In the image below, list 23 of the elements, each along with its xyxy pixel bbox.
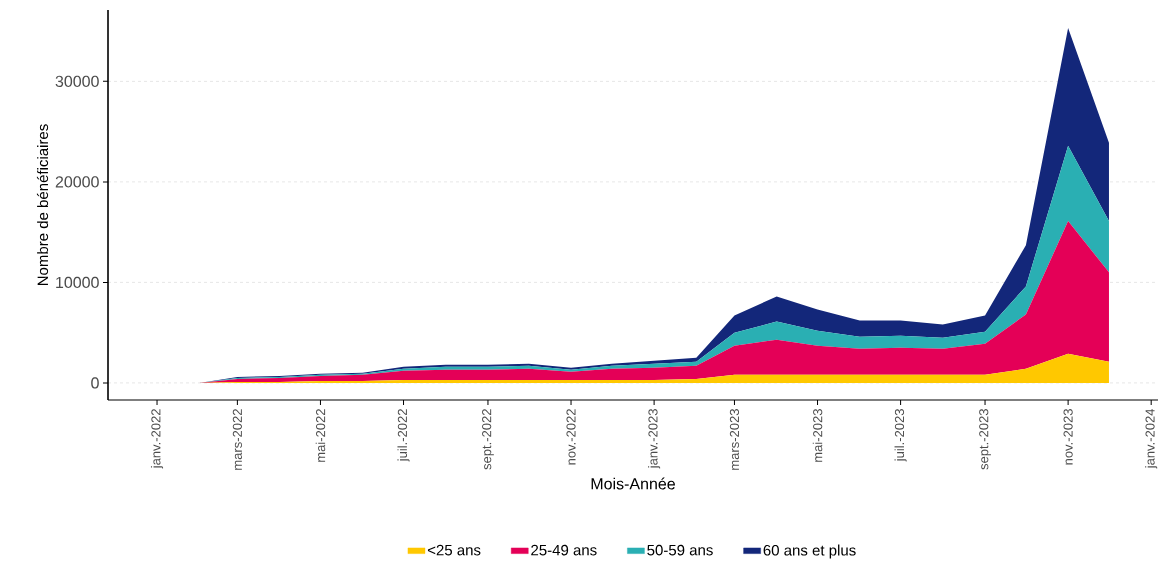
y-tick-label: 0 (91, 377, 99, 389)
x-tick-label: nov.-2022 (566, 409, 576, 465)
x-tick-label: mars-2023 (729, 409, 740, 470)
y-tick-label: 10000 (56, 276, 99, 289)
y-axis-title: Nombre de bénéficiaires (36, 124, 49, 286)
y-tick-label: 30000 (55, 75, 99, 88)
x-tick-label: janv.-2024 (1145, 408, 1158, 469)
legend-label: 50-59 ans (647, 544, 713, 556)
legend-label: 25-49 ans (531, 544, 597, 556)
x-tick-label: janv.-2022 (150, 409, 164, 469)
x-tick-label: sept.-2022 (482, 409, 494, 470)
x-axis-title: Mois-Année (591, 477, 675, 490)
x-tick-label: sept.-2023 (979, 409, 991, 470)
legend-label: 60 ans et plus (763, 544, 856, 559)
x-tick-label: mai-2022 (315, 409, 326, 462)
y-tick-label: 20000 (55, 176, 99, 188)
x-tick-label: mars-2022 (232, 409, 242, 470)
x-tick-label: janv.-2023 (648, 409, 661, 469)
x-tick-label: nov.-2023 (1063, 409, 1073, 465)
x-tick-label: juil.-2022 (397, 409, 410, 462)
x-tick-label: mai-2023 (812, 409, 823, 462)
x-tick-label: juil.-2023 (894, 409, 907, 462)
legend-label: <25 ans (427, 544, 481, 556)
